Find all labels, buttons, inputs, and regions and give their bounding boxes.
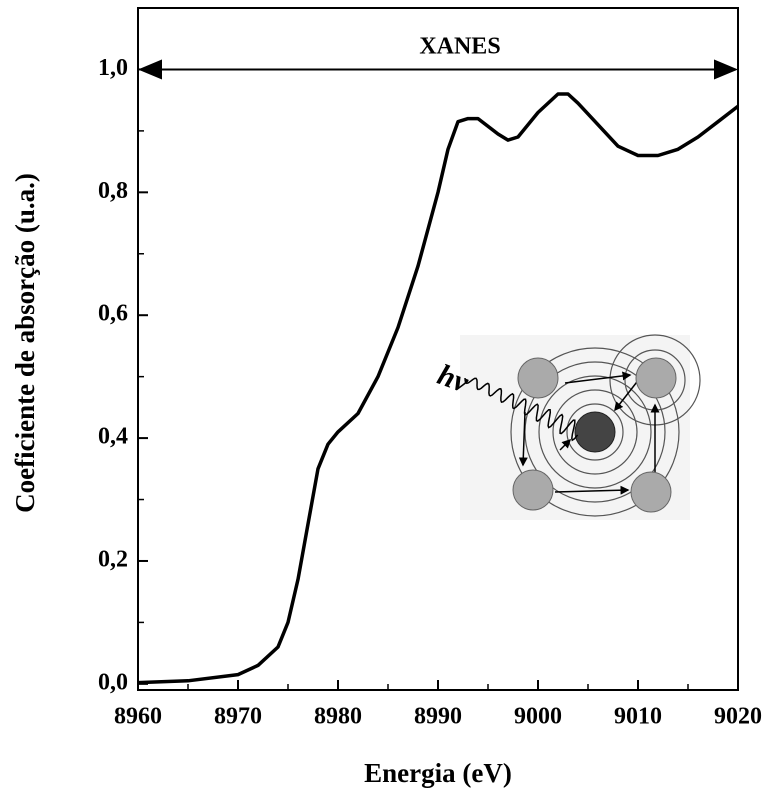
y-tick-label: 0,4 (98, 424, 128, 450)
y-tick-label: 0,0 (98, 669, 128, 695)
inset-illustration: hν (433, 334, 701, 520)
photon-wave (464, 377, 579, 442)
y-tick-label: 1,0 (98, 55, 128, 81)
neighbor-atom (517, 357, 559, 399)
neighbor-atom (635, 357, 677, 399)
x-tick-label: 8960 (114, 704, 162, 730)
x-tick-label: 8980 (314, 704, 362, 730)
neighbor-atom (630, 471, 672, 513)
x-tick-label: 8970 (214, 704, 262, 730)
y-tick-label: 0,8 (98, 178, 128, 204)
data-line (137, 92, 740, 685)
x-tick-label: 9000 (514, 704, 562, 730)
y-tick-label: 0,6 (98, 301, 128, 327)
absorber-atom (574, 411, 616, 453)
x-axis-title: Energia (eV) (364, 758, 512, 788)
x-tick-label: 8990 (414, 704, 462, 730)
y-tick-label: 0,2 (98, 546, 128, 572)
annotation: XANES (419, 34, 500, 60)
scatter-arrows (518, 371, 660, 495)
x-tick-label: 9010 (614, 704, 662, 730)
y-axis-title: Coeficiente de absorção (u.a.) (10, 173, 40, 513)
x-tick-label: 9020 (714, 704, 762, 730)
neighbor-atom (512, 469, 554, 511)
